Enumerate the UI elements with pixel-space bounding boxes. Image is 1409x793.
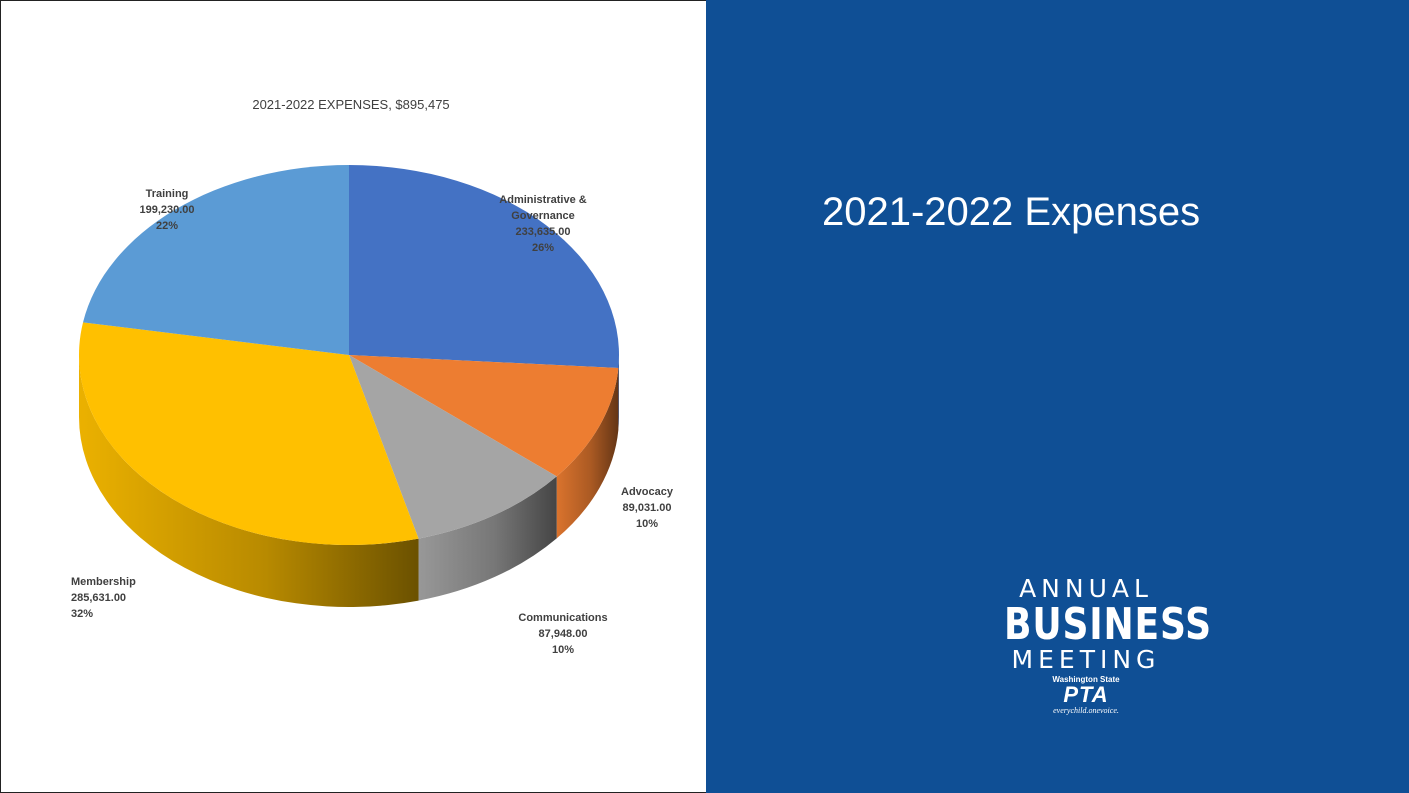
logo-tagline: everychild.onevoice.	[1053, 706, 1119, 715]
pie-slice-side-0	[618, 355, 619, 431]
data-label-3: Membership 285,631.00 32%	[71, 576, 136, 620]
logo-washington-state-text: Washington State	[1052, 675, 1120, 684]
data-label-4: Training 199,230.00 22%	[139, 188, 194, 232]
slide-title: 2021-2022 Expenses	[822, 190, 1201, 234]
pie-slice-side-3	[79, 355, 419, 607]
pie-slice-side-2	[418, 476, 557, 601]
pie-slice-0	[349, 165, 619, 369]
chart-panel: 2021-2022 EXPENSES, $895,475 Administrat…	[1, 1, 706, 792]
annual-business-meeting-logo: ANNUAL BUSINESS MEETING Washington State…	[986, 574, 1212, 745]
pie-slice-side-1	[556, 368, 619, 539]
logo-annual-text: ANNUAL	[1019, 574, 1153, 603]
pie-slice-4	[83, 165, 349, 355]
logo-meeting-text: MEETING	[1011, 645, 1161, 674]
data-label-2: Communications 87,948.00 10%	[518, 612, 607, 656]
title-panel: 2021-2022 Expenses ANNUAL BUSINESS MEETI…	[706, 0, 1409, 793]
chart-title: 2021-2022 EXPENSES, $895,475	[252, 97, 449, 112]
pie-slice-1	[349, 355, 619, 477]
logo-business-text: BUSINESS	[1004, 599, 1212, 650]
pie-slice-3	[78, 322, 419, 545]
pie-chart: 2021-2022 EXPENSES, $895,475 Administrat…	[15, 83, 688, 690]
pie-slice-2	[349, 355, 557, 539]
data-label-1: Advocacy 89,031.00 10%	[621, 486, 674, 530]
pta-logo: PTA	[1063, 682, 1109, 707]
pie-chart-svg: 2021-2022 EXPENSES, $895,475 Administrat…	[71, 97, 674, 656]
data-label-0: Administrative & Governance 233,635.00 26%	[499, 194, 586, 254]
